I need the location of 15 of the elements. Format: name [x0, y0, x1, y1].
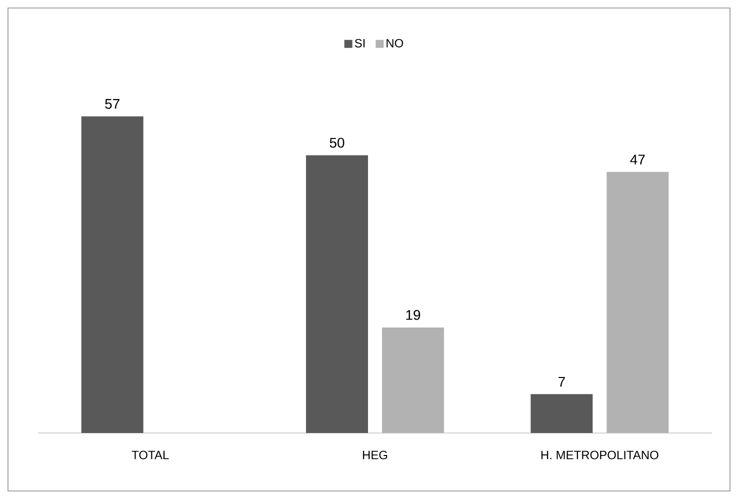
legend-label: SI — [354, 38, 365, 48]
data-label: 7 — [558, 376, 565, 387]
data-label: 57 — [105, 99, 120, 109]
data-label: 19 — [406, 310, 420, 320]
x-tick-label: H. METROPOLITANO — [541, 450, 658, 460]
bar — [382, 327, 444, 433]
bar — [81, 116, 144, 433]
data-label: 47 — [630, 154, 645, 164]
x-tick-label: TOTAL — [132, 450, 169, 460]
legend-label: NO — [386, 38, 404, 48]
bar — [530, 394, 593, 433]
data-label: 50 — [330, 138, 344, 148]
bar — [306, 155, 368, 433]
bar — [606, 172, 669, 433]
x-tick-label: HEG — [362, 450, 388, 460]
